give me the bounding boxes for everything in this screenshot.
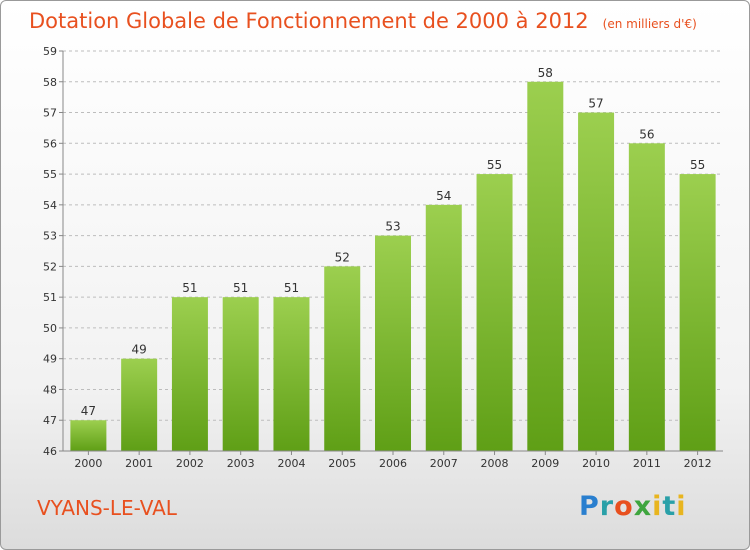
data-label: 52: [335, 250, 350, 264]
data-label: 51: [284, 281, 299, 295]
bar: [425, 204, 462, 451]
y-tick-label: 49: [43, 353, 57, 366]
data-label: 55: [690, 158, 705, 172]
data-label: 53: [385, 220, 400, 234]
bar: [273, 297, 310, 451]
y-tick-label: 58: [43, 76, 57, 89]
data-label: 49: [132, 343, 147, 357]
bar: [578, 112, 615, 452]
bar: [375, 235, 411, 451]
x-tick-label: 2010: [582, 457, 610, 470]
y-tick-label: 54: [43, 199, 57, 212]
bar: [121, 358, 158, 451]
x-tick-label: 2001: [125, 457, 153, 470]
chart-title: Dotation Globale de Fonctionnement de 20…: [29, 9, 589, 33]
x-tick-label: 2000: [74, 457, 102, 470]
data-label: 58: [538, 66, 553, 80]
logo-letter: o: [614, 491, 634, 522]
bar: [679, 174, 716, 452]
data-label: 47: [81, 404, 96, 418]
data-label: 51: [233, 281, 248, 295]
bar: [324, 266, 361, 451]
axes: 46 47 48 49 50 51 52 53 54 55 56 57 58 59 2000 2001 2002…: [43, 45, 723, 470]
logo-letter: r: [599, 491, 615, 522]
x-tick-label: 2002: [176, 457, 204, 470]
bar: [70, 420, 107, 451]
chart-subtitle: (en milliers d'€): [602, 17, 697, 31]
logo-letter: i: [676, 491, 687, 522]
y-tick-label: 55: [43, 168, 57, 181]
y-tick-label: 52: [43, 260, 57, 273]
y-tick-label: 53: [43, 230, 57, 243]
y-tick-label: 56: [43, 137, 57, 150]
y-tick-label: 50: [43, 322, 57, 335]
bar: [527, 81, 564, 452]
y-tick-label: 51: [43, 291, 57, 304]
logo-letter: P: [579, 491, 600, 522]
x-tick-label: 2005: [328, 457, 356, 470]
x-tick-label: 2011: [633, 457, 661, 470]
proxiti-logo: Proxiti: [579, 491, 687, 522]
y-tick-label: 48: [43, 383, 57, 396]
y-tick-label: 57: [43, 107, 57, 120]
x-tick-label: 2003: [227, 457, 255, 470]
data-label: 54: [436, 189, 451, 203]
y-tick-label: 47: [43, 414, 57, 427]
data-label: 57: [588, 97, 603, 111]
data-label: 56: [639, 127, 654, 141]
x-tick-label: 2009: [531, 457, 559, 470]
bar: [628, 143, 665, 452]
logo-letter: x: [633, 491, 653, 522]
commune-name: VYANS-LE-VAL: [37, 496, 177, 520]
x-tick-label: 2007: [430, 457, 458, 470]
logo-letter: i: [652, 491, 663, 522]
data-label: 55: [487, 158, 502, 172]
page-title: Dotation Globale de Fonctionnement de 20…: [29, 9, 697, 33]
x-tick-label: 2008: [481, 457, 509, 470]
bar: [171, 297, 208, 451]
y-tick-label: 46: [43, 445, 57, 458]
bar: [222, 297, 259, 451]
logo-letter: t: [662, 491, 677, 522]
x-tick-label: 2004: [277, 457, 305, 470]
x-tick-label: 2012: [684, 457, 712, 470]
y-tick-label: 59: [43, 45, 57, 58]
bars: 47 49 51 51 51 52 53 54 55 58 57 56 55: [70, 66, 716, 452]
data-label: 51: [182, 281, 197, 295]
x-tick-label: 2006: [379, 457, 407, 470]
bar: [476, 174, 513, 452]
